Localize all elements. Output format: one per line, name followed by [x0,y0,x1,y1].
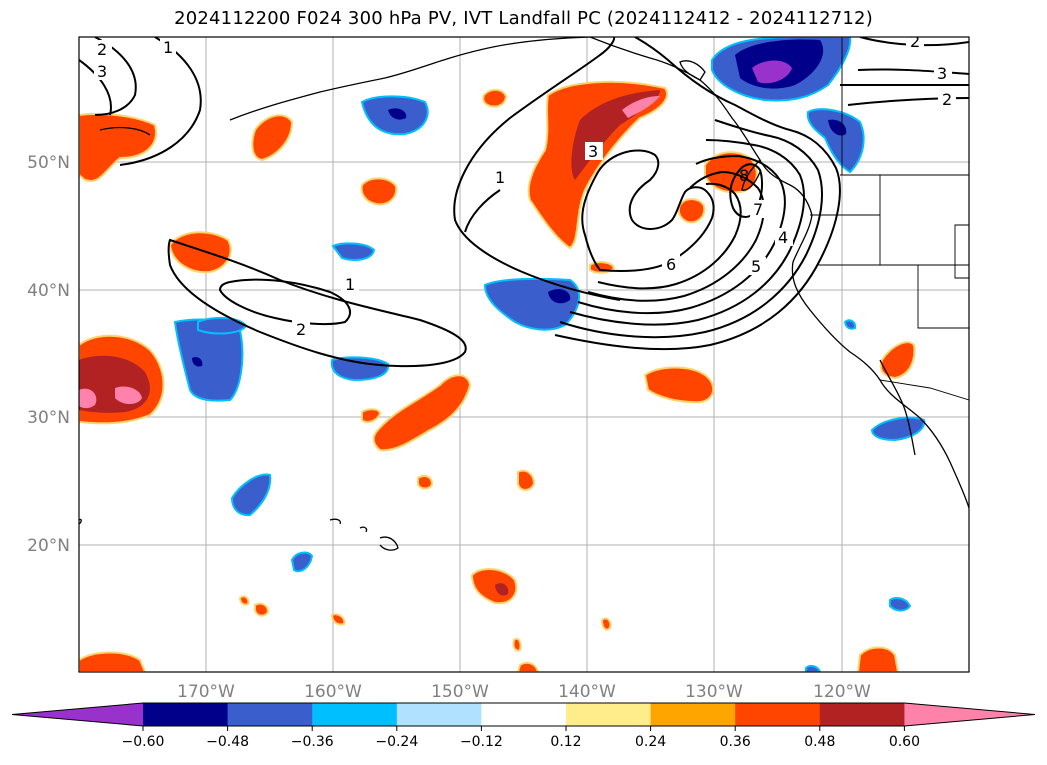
lat-label: 50°N [27,153,70,173]
colorbar-extend-min [12,703,143,726]
pv-positive-shading [79,80,916,672]
lat-label: 30°N [27,408,70,428]
colorbar-tick-label: 0.60 [889,734,920,750]
contour-label: 7 [753,200,763,219]
colorbar-swatch [650,703,736,726]
ivt-contours [79,37,969,368]
colorbar-swatch [396,703,482,726]
colorbar-tick-label: 0.48 [804,734,835,750]
lat-labels: 50°N 40°N 30°N 20°N [27,153,70,556]
colorbar-extend-max [904,703,1035,726]
contour-label-group: 2 3 1 1 2 1 3 4 5 6 7 8 2 3 [94,32,956,339]
contour-label: 2 [942,90,952,109]
coastlines [79,37,969,551]
colorbar: −0.60 −0.48 −0.36 −0.24 −0.12 0.12 0.24 0.36 0.4… [11,702,1036,750]
lon-label: 150°W [431,682,489,702]
pv-anomaly-gulf-alaska [527,80,668,250]
colorbar-tick-label: −0.12 [460,734,503,750]
contour-label: 2 [296,320,306,339]
contour-label: 2 [910,32,920,51]
lat-label: 40°N [27,281,70,301]
political-borders [810,37,969,401]
colorbar-tick-label: 0.24 [635,734,666,750]
lon-label: 160°W [304,682,362,702]
contour-label: 2 [97,40,107,59]
lon-labels: 170°W 160°W 150°W 140°W 130°W 120°W [177,682,871,702]
contour-label: 6 [666,255,676,274]
colorbar-swatch [566,703,652,726]
colorbar-swatch [481,703,567,726]
contour-label: 4 [778,228,788,247]
lon-label: 140°W [558,682,616,702]
contour-label: 5 [751,257,761,276]
map-frame [78,36,970,673]
contour-label: 1 [495,168,505,187]
contour-label: 3 [97,62,107,81]
contour-label: 1 [345,275,355,294]
lon-label: 170°W [177,682,235,702]
colorbar-swatch [312,703,398,726]
colorbar-tick-label: 0.36 [720,734,751,750]
colorbar-swatch [227,703,313,726]
colorbar-swatch [143,703,229,726]
contour-label: 8 [739,166,749,185]
contour-label: 1 [163,38,173,57]
colorbar-tick-label: −0.36 [291,734,334,750]
figure-title: 2024112200 F024 300 hPa PV, IVT Landfall… [174,8,873,29]
colorbar-tick-label: −0.48 [206,734,249,750]
pv-negative-shading [173,37,926,672]
colorbar-tick-label: −0.24 [375,734,418,750]
lon-label: 130°W [685,682,743,702]
contour-label: 3 [937,64,947,83]
lat-label: 20°N [27,536,70,556]
colorbar-swatch [735,703,821,726]
colorbar-swatch [819,703,905,726]
colorbar-tick-label: 0.12 [550,734,581,750]
lon-label: 120°W [813,682,871,702]
colorbar-tick-label: −0.60 [122,734,165,750]
contour-label: 3 [588,142,598,161]
